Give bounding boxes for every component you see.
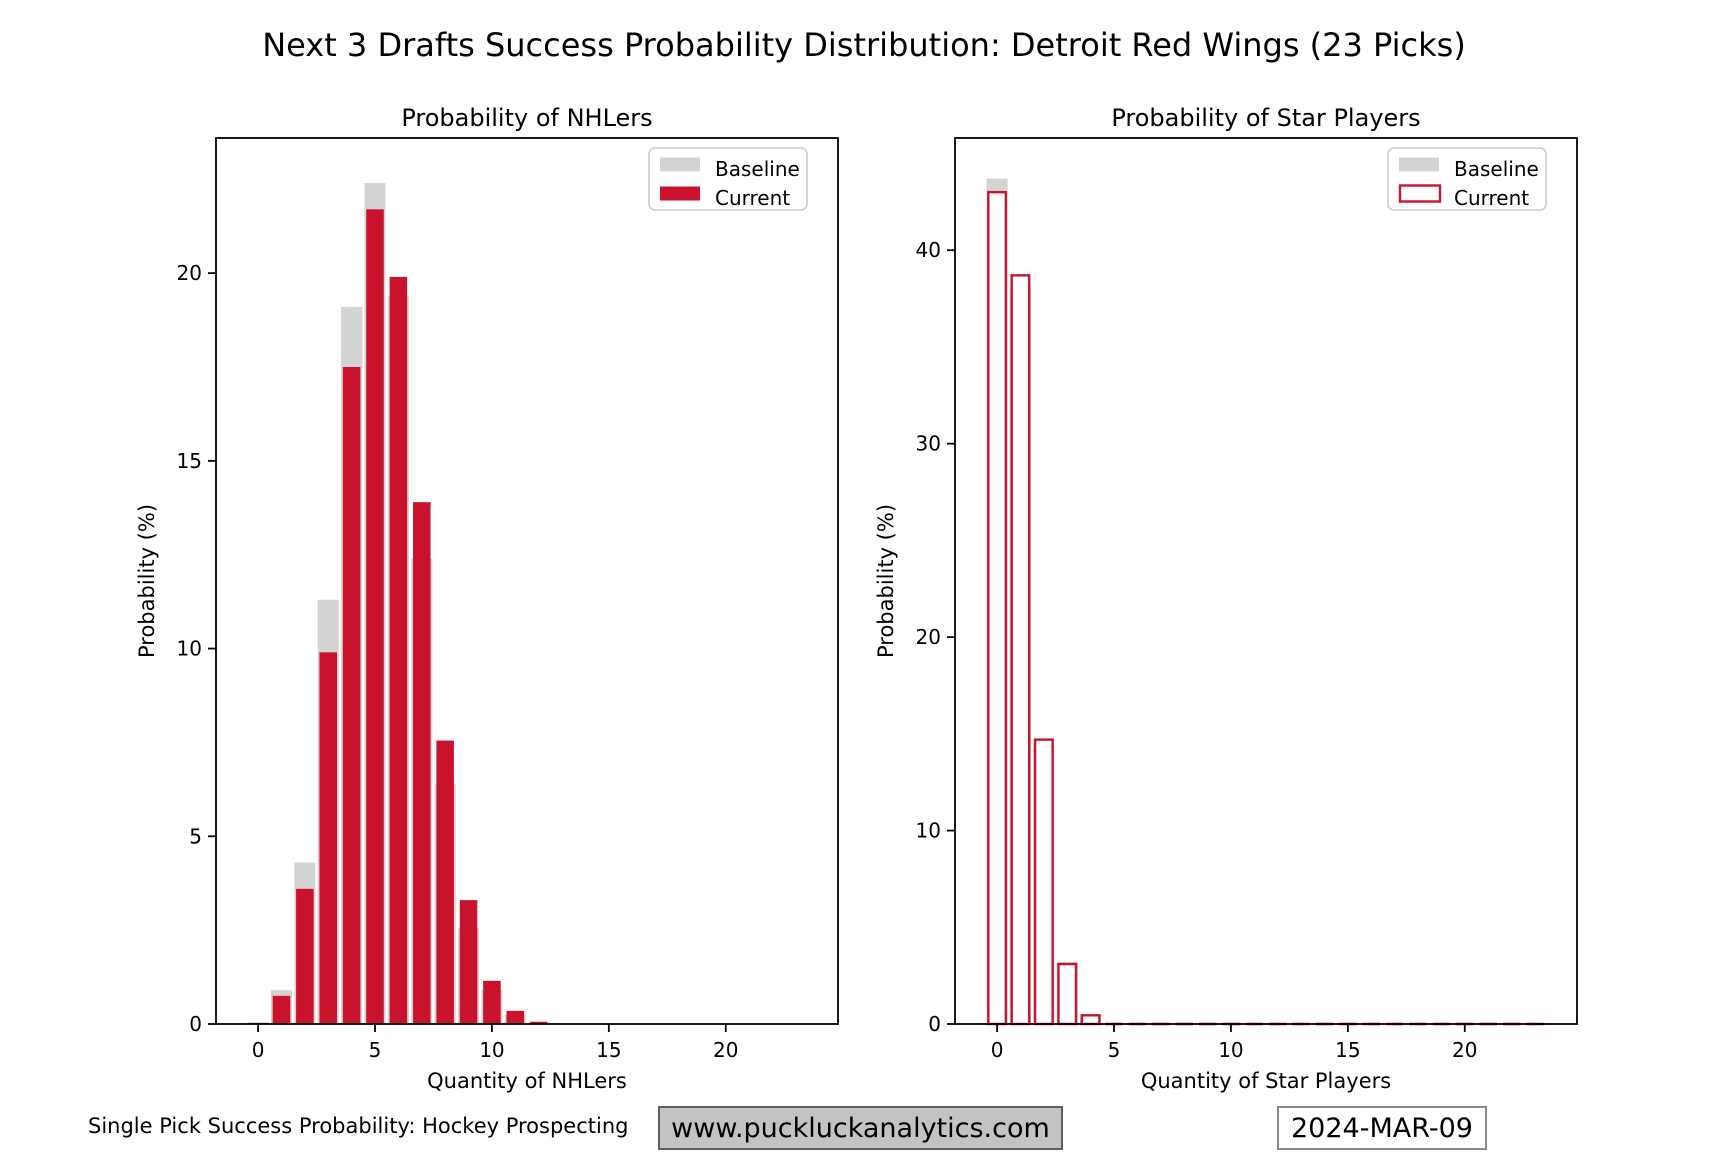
- y-axis-label: Probability (%): [135, 504, 159, 658]
- x-tick-label: 10: [1218, 1038, 1243, 1062]
- footer-date-box: 2024-MAR-09: [1277, 1106, 1487, 1150]
- x-tick-label: 5: [369, 1038, 382, 1062]
- bar-outline: [1080, 1014, 1101, 1026]
- x-tick-label: 0: [252, 1038, 265, 1062]
- y-tick-label: 0: [189, 1012, 202, 1036]
- bar-outline: [1010, 274, 1031, 1026]
- x-tick-label: 5: [1108, 1038, 1121, 1062]
- probability-of-star-players-current-bars: [987, 190, 1544, 1026]
- y-tick-label: 20: [177, 261, 202, 285]
- bar-filled: [247, 1022, 269, 1024]
- y-tick-label: 5: [189, 824, 202, 848]
- subplot-title: Probability of NHLers: [401, 104, 652, 132]
- bar-filled: [366, 209, 384, 1024]
- bar-filled: [529, 1021, 548, 1024]
- legend-current-swatch: [660, 186, 700, 201]
- bar-filled: [506, 1010, 525, 1024]
- legend-baseline-label: Baseline: [1454, 157, 1539, 181]
- bar-outline: [1057, 962, 1078, 1026]
- bar-filled: [342, 367, 361, 1024]
- legend-baseline-label: Baseline: [715, 157, 800, 181]
- legend-current-swatch: [1398, 184, 1442, 203]
- x-tick-label: 15: [596, 1038, 621, 1062]
- legend-baseline-swatch: [1399, 157, 1439, 172]
- bar-filled: [319, 652, 338, 1024]
- y-tick-label: 0: [928, 1012, 941, 1036]
- bar-filled: [459, 900, 478, 1024]
- bar-filled: [413, 502, 431, 1024]
- bar-filled: [272, 995, 291, 1024]
- y-axis-label: Probability (%): [874, 504, 898, 658]
- footer-date-text: 2024-MAR-09: [1291, 1112, 1473, 1144]
- x-tick-label: 20: [1452, 1038, 1477, 1062]
- plot-border: [215, 137, 839, 1025]
- legend-current-label: Current: [715, 186, 790, 210]
- y-tick-label: 10: [177, 637, 202, 661]
- footer-website-text: www.puckluckanalytics.com: [671, 1112, 1050, 1144]
- figure-title: Next 3 Drafts Success Probability Distri…: [262, 26, 1466, 64]
- bar-filled: [389, 276, 408, 1025]
- probability-of-nhlers-current-bars: [249, 209, 548, 1025]
- x-tick-label: 15: [1335, 1038, 1360, 1062]
- y-tick-label: 40: [916, 238, 941, 262]
- x-tick-label: 0: [991, 1038, 1004, 1062]
- plot-border: [954, 137, 1578, 1025]
- footer-credit-text: Single Pick Success Probability: Hockey …: [88, 1114, 629, 1138]
- y-tick-label: 10: [916, 819, 941, 843]
- x-axis-label: Quantity of NHLers: [427, 1069, 627, 1093]
- subplot-title: Probability of Star Players: [1111, 104, 1420, 132]
- bar-filled: [436, 740, 454, 1024]
- y-tick-label: 30: [916, 432, 941, 456]
- subplot-probability-of-nhlers: 0 5 10 15 20 0 5 10 15 20 Probability of NHLers Qua…: [135, 104, 839, 1093]
- y-tick-label: 20: [916, 625, 941, 649]
- bar-outline: [1033, 738, 1054, 1026]
- x-tick-label: 10: [479, 1038, 504, 1062]
- subplot-probability-of-star-players: 0 5 10 15 20 0 10 20 30 40 Probability of Star Pla…: [874, 104, 1578, 1093]
- legend-baseline-swatch: [660, 157, 700, 172]
- x-axis-label: Quantity of Star Players: [1141, 1069, 1391, 1093]
- bar-outline: [987, 190, 1008, 1026]
- y-tick-label: 15: [177, 449, 202, 473]
- legend-current-label: Current: [1454, 186, 1529, 210]
- bar-filled: [483, 980, 501, 1024]
- x-tick-label: 20: [713, 1038, 738, 1062]
- bar-filled: [296, 888, 314, 1024]
- footer-website-box: www.puckluckanalytics.com: [658, 1106, 1063, 1150]
